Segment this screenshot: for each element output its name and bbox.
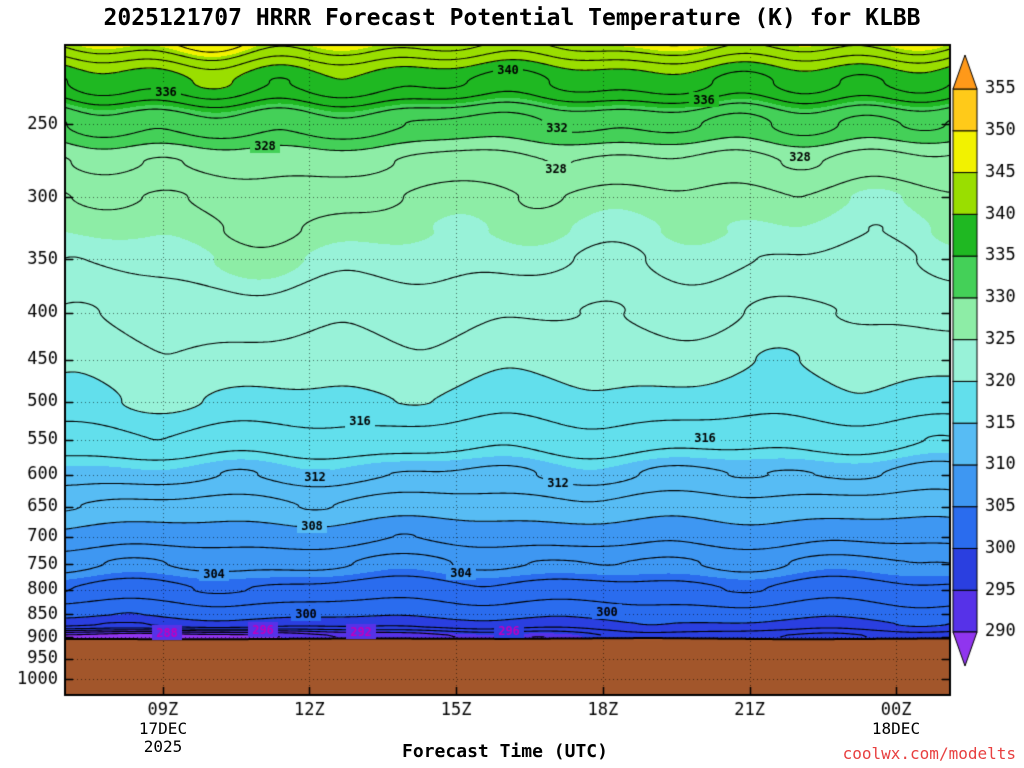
date-line: 18DEC: [871, 719, 921, 738]
chart-title: 2025121707 HRRR Forecast Potential Tempe…: [103, 5, 921, 31]
watermark-link[interactable]: coolwx.com/modelts: [842, 744, 1016, 763]
date-line: 2025: [143, 737, 183, 756]
date-label-17dec: 17DEC 2025: [118, 720, 208, 756]
date-line: 17DEC: [138, 719, 188, 738]
date-label-18dec: 18DEC: [851, 720, 941, 738]
x-axis-title: Forecast Time (UTC): [402, 741, 608, 762]
